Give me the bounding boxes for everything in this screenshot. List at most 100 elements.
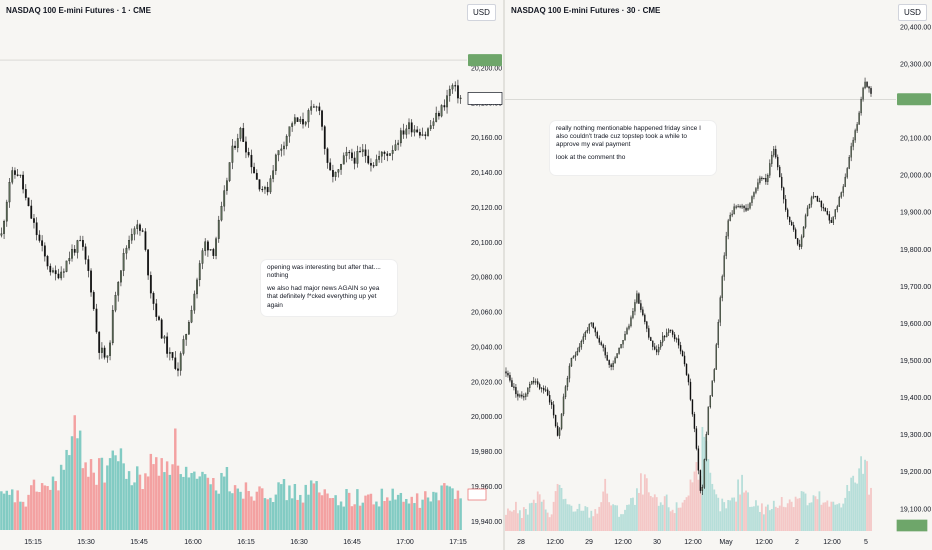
right-y-tick-label: 19,200.00 <box>900 469 931 476</box>
right-candle <box>788 216 791 223</box>
right-candle <box>685 363 688 375</box>
right-volume-bar <box>709 472 712 531</box>
left-candlestick-chart[interactable]: 20,200.0020,180.0020,160.0020,140.0020,1… <box>0 0 503 550</box>
left-volume-bar <box>130 485 134 530</box>
left-candle <box>329 162 332 171</box>
left-candle <box>405 128 408 135</box>
right-currency-button[interactable]: USD <box>898 4 927 21</box>
right-candle <box>735 206 737 208</box>
right-candle <box>660 342 662 348</box>
left-volume-bar <box>176 465 180 530</box>
left-candle <box>386 153 389 156</box>
left-volume-bar <box>261 488 264 530</box>
left-volume-bar <box>222 476 226 530</box>
right-volume-bar <box>747 492 749 531</box>
right-candle <box>733 206 735 215</box>
right-volume-bar <box>562 499 565 531</box>
left-candle <box>215 238 217 256</box>
left-volume-bar <box>111 450 115 530</box>
right-candle <box>634 302 636 312</box>
left-volume-bar <box>195 478 199 530</box>
left-volume-badge <box>467 488 487 501</box>
left-currency-button[interactable]: USD <box>467 4 496 21</box>
pane-divider[interactable] <box>503 0 505 550</box>
left-candle <box>429 125 432 129</box>
right-x-tick-label: 30 <box>653 539 661 546</box>
right-volume-bar <box>852 475 855 531</box>
right-volume-bar <box>786 503 789 531</box>
left-volume-bar <box>30 485 33 530</box>
right-candle <box>771 154 773 164</box>
left-chart-note[interactable]: opening was interesting but after that..… <box>261 260 397 316</box>
left-candle <box>68 258 71 262</box>
right-volume-bar <box>511 511 513 531</box>
right-candle <box>652 340 654 347</box>
left-volume-bar <box>250 496 253 530</box>
right-candle <box>792 224 795 230</box>
right-volume-bar <box>735 501 738 531</box>
right-volume-bar <box>643 474 646 531</box>
left-candle <box>380 151 383 157</box>
left-chart-pane[interactable]: NASDAQ 100 E-mini Futures · 1 · CME USD … <box>0 0 503 550</box>
right-chart-title: NASDAQ 100 E-mini Futures · 30 · CME <box>511 6 661 15</box>
right-volume-bar <box>731 497 734 531</box>
right-volume-bar <box>598 506 601 531</box>
right-candle <box>737 206 739 208</box>
right-x-tick-label: May <box>719 539 733 546</box>
left-candle <box>364 149 367 157</box>
right-volume-bar <box>713 489 716 531</box>
right-chart-pane[interactable]: NASDAQ 100 E-mini Futures · 30 · CME USD… <box>505 0 932 550</box>
right-volume-bar <box>707 459 710 531</box>
right-candle <box>598 337 600 343</box>
left-candle <box>87 259 90 271</box>
left-candle <box>266 186 269 193</box>
right-volume-bar <box>550 514 553 531</box>
left-volume-bar <box>266 499 269 530</box>
right-volume-bar <box>536 491 539 531</box>
right-candle <box>535 381 537 383</box>
right-volume-bar <box>505 514 507 531</box>
right-volume-bar <box>580 510 583 531</box>
left-candle <box>168 352 171 354</box>
left-candle <box>193 293 196 311</box>
right-candle <box>691 399 694 415</box>
left-volume-bar <box>73 415 76 530</box>
right-candle <box>679 345 682 352</box>
right-candlestick-chart[interactable]: 20,400.0020,300.0020,200.0020,100.0020,0… <box>505 0 932 550</box>
left-candle <box>111 310 114 344</box>
right-candle <box>828 214 831 221</box>
left-volume-bar <box>285 500 288 530</box>
right-x-tick-label: 2 <box>795 539 799 546</box>
right-candle <box>725 235 727 256</box>
right-candle <box>856 124 858 131</box>
right-candle <box>513 386 515 388</box>
left-candle <box>457 85 459 99</box>
left-volume-bar <box>440 485 443 530</box>
left-volume-bar <box>453 498 457 530</box>
left-candle <box>125 247 128 254</box>
left-candle <box>46 256 49 267</box>
left-volume-bar <box>149 453 153 530</box>
left-y-tick-label: 20,020.00 <box>471 379 502 386</box>
right-candle <box>697 448 700 471</box>
left-candle <box>269 178 272 193</box>
right-volume-bar <box>796 498 799 531</box>
right-volume-bar <box>669 511 672 531</box>
right-candle <box>529 384 531 389</box>
right-volume-bar <box>693 471 696 531</box>
right-volume-bar <box>554 491 557 531</box>
right-candle <box>519 394 521 397</box>
left-candle <box>201 250 204 264</box>
right-volume-bar <box>639 473 642 531</box>
right-candle <box>703 459 706 488</box>
right-chart-note[interactable]: really nothing mentionable happened frid… <box>550 121 716 175</box>
right-candle <box>541 387 543 389</box>
left-volume-bar <box>350 506 354 530</box>
left-candle <box>236 138 239 148</box>
right-candle <box>662 335 664 343</box>
right-candle <box>769 163 771 176</box>
left-candle <box>448 88 451 96</box>
right-candle <box>705 434 708 460</box>
left-candle <box>348 151 351 154</box>
right-volume-bar <box>870 487 872 531</box>
